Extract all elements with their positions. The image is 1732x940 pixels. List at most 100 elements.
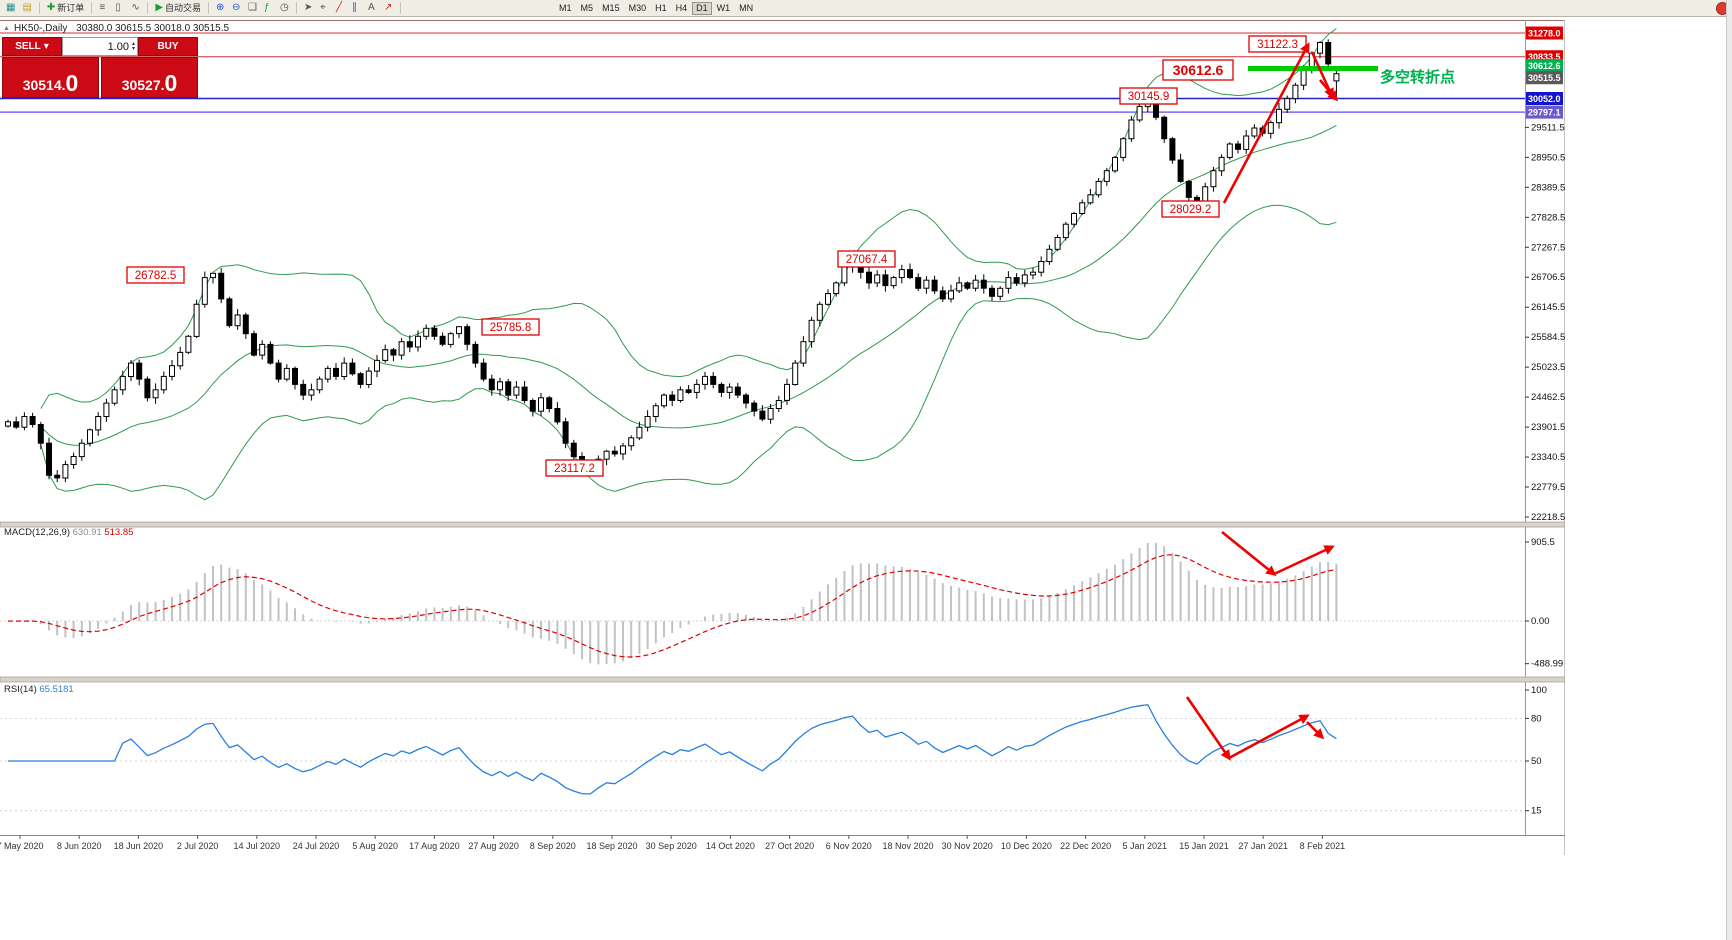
svg-text:27 Oct 2020: 27 Oct 2020 — [765, 841, 814, 851]
toolbar-separator — [38, 2, 40, 14]
buy-header[interactable]: BUY — [138, 37, 198, 56]
zoom-in-button[interactable]: ⊕ — [213, 1, 228, 15]
svg-text:30145.9: 30145.9 — [1128, 91, 1170, 103]
svg-text:15 Jan 2021: 15 Jan 2021 — [1179, 841, 1229, 851]
arrow-tool-button[interactable]: ↗ — [381, 1, 396, 15]
timeframe-mn-button[interactable]: MN — [735, 2, 757, 15]
zoom-out-icon: ⊖ — [232, 2, 241, 13]
svg-text:26706.5: 26706.5 — [1531, 272, 1565, 283]
volume-input[interactable]: 1.00 ▴ ▾ — [62, 37, 138, 56]
svg-text:30 Nov 2020: 30 Nov 2020 — [942, 841, 993, 851]
bar-chart-button[interactable]: ≡ — [96, 1, 111, 15]
zoom-in-icon: ⊕ — [216, 2, 225, 13]
svg-text:28389.5: 28389.5 — [1531, 182, 1565, 193]
svg-text:30 Sep 2020: 30 Sep 2020 — [646, 841, 697, 851]
svg-text:5 Jan 2021: 5 Jan 2021 — [1123, 841, 1168, 851]
toolbar-separator — [400, 2, 402, 14]
sell-button[interactable]: 30514. 0 — [2, 57, 99, 98]
window-scrollbar[interactable] — [1726, 0, 1732, 940]
tile-windows-icon: ❏ — [248, 2, 257, 13]
svg-text:23340.5: 23340.5 — [1531, 452, 1565, 463]
chart-canvas[interactable]: 26782.5 25785.8 23117.2 27067.4 30145.9 28029… — [0, 20, 1565, 855]
svg-text:27 Jan 2021: 27 Jan 2021 — [1238, 841, 1288, 851]
turning-point-note: 多空转折点 — [1380, 69, 1456, 86]
trendline-icon: ╱ — [336, 2, 343, 13]
svg-text:18 Jun 2020: 18 Jun 2020 — [114, 841, 164, 851]
svg-text:29797.1: 29797.1 — [1528, 108, 1561, 118]
timeframe-d1-button[interactable]: D1 — [692, 1, 712, 15]
indicators-button[interactable]: ƒ — [261, 1, 276, 15]
svg-text:22218.5: 22218.5 — [1531, 512, 1565, 523]
new-chart-button[interactable]: ▦ — [3, 1, 18, 15]
new-order-button[interactable]: ✚ 新订单 — [44, 1, 87, 15]
period-button[interactable]: ◷ — [277, 1, 292, 15]
svg-text:22 Dec 2020: 22 Dec 2020 — [1060, 841, 1111, 851]
svg-text:-488.99: -488.99 — [1531, 659, 1563, 670]
auto-trading-button[interactable]: ▶ 自动交易 — [152, 1, 204, 15]
macd-main-value: 630.91 — [72, 527, 102, 538]
svg-text:14 Oct 2020: 14 Oct 2020 — [706, 841, 755, 851]
svg-text:100: 100 — [1531, 685, 1547, 696]
cursor-button[interactable]: ➤ — [301, 1, 316, 15]
svg-text:23901.5: 23901.5 — [1531, 422, 1565, 433]
sell-header[interactable]: SELL ▾ — [2, 37, 62, 56]
new-order-plus-icon: ✚ — [46, 2, 56, 13]
collapse-icon[interactable]: ▲ — [3, 25, 10, 32]
svg-text:10 Dec 2020: 10 Dec 2020 — [1001, 841, 1052, 851]
svg-text:26145.5: 26145.5 — [1531, 302, 1565, 313]
text-tool-icon: A — [368, 2, 375, 13]
zoom-out-button[interactable]: ⊖ — [229, 1, 244, 15]
svg-text:5 Aug 2020: 5 Aug 2020 — [352, 841, 398, 851]
svg-text:7 May 2020: 7 May 2020 — [0, 841, 44, 851]
buy-button[interactable]: 30527. 0 — [101, 57, 198, 98]
svg-text:31122.3: 31122.3 — [1257, 39, 1298, 51]
timeframe-h4-button[interactable]: H4 — [672, 2, 692, 15]
svg-text:30612.6: 30612.6 — [1173, 62, 1224, 78]
candlestick-chart-button[interactable]: ▯ — [112, 1, 127, 15]
indicators-icon: ƒ — [264, 2, 270, 13]
volume-steppers[interactable]: ▴ ▾ — [131, 40, 135, 52]
svg-text:905.5: 905.5 — [1531, 537, 1555, 548]
timeframe-m5-button[interactable]: M5 — [577, 2, 598, 15]
profiles-button[interactable]: ▤ — [19, 1, 34, 15]
crosshair-button[interactable]: ⌖ — [317, 1, 332, 15]
channel-tool-button[interactable]: ∥ — [349, 1, 364, 15]
crosshair-icon: ⌖ — [320, 2, 326, 13]
clock-icon: ◷ — [280, 2, 289, 13]
svg-text:8 Feb 2021: 8 Feb 2021 — [1300, 841, 1346, 851]
step-up-icon[interactable]: ▴ — [131, 40, 135, 47]
new-order-label: 新订单 — [57, 3, 85, 13]
svg-text:8 Jun 2020: 8 Jun 2020 — [57, 841, 102, 851]
sell-price-pip: 0 — [65, 70, 79, 96]
timeframe-m30-button[interactable]: M30 — [625, 2, 651, 15]
chevron-down-icon: ▾ — [43, 41, 49, 52]
cursor-icon: ➤ — [304, 2, 313, 13]
timeframe-m15-button[interactable]: M15 — [598, 2, 624, 15]
macd-label: MACD(12,26,9) 630.91 513.85 — [4, 527, 133, 538]
buy-label: BUY — [157, 41, 179, 52]
svg-text:27 Aug 2020: 27 Aug 2020 — [468, 841, 519, 851]
svg-text:18 Sep 2020: 18 Sep 2020 — [586, 841, 637, 851]
line-chart-button[interactable]: ∿ — [128, 1, 143, 15]
buy-price-pip: 0 — [164, 70, 178, 96]
text-tool-button[interactable]: A — [365, 1, 380, 15]
ohlc-values: 30380.0 30615.5 30018.0 30515.5 — [76, 23, 230, 34]
svg-text:17 Aug 2020: 17 Aug 2020 — [409, 841, 460, 851]
svg-text:24 Jul 2020: 24 Jul 2020 — [293, 841, 340, 851]
toolbar-separator — [147, 2, 149, 14]
svg-text:27067.4: 27067.4 — [846, 254, 888, 266]
svg-text:25584.5: 25584.5 — [1531, 332, 1565, 343]
step-down-icon[interactable]: ▾ — [131, 45, 135, 52]
timeframe-h1-button[interactable]: H1 — [651, 2, 671, 15]
timeframe-w1-button[interactable]: W1 — [713, 2, 735, 15]
macd-signal-value: 513.85 — [104, 527, 134, 538]
tile-windows-button[interactable]: ❏ — [245, 1, 260, 15]
svg-text:25023.5: 25023.5 — [1531, 362, 1565, 373]
svg-text:30052.0: 30052.0 — [1528, 94, 1561, 104]
timeframe-m1-button[interactable]: M1 — [555, 2, 576, 15]
auto-trading-label: 自动交易 — [165, 3, 202, 13]
line-tool-button[interactable]: ╱ — [333, 1, 348, 15]
sell-label: SELL — [15, 41, 41, 52]
buy-price: 30527. — [121, 77, 165, 93]
